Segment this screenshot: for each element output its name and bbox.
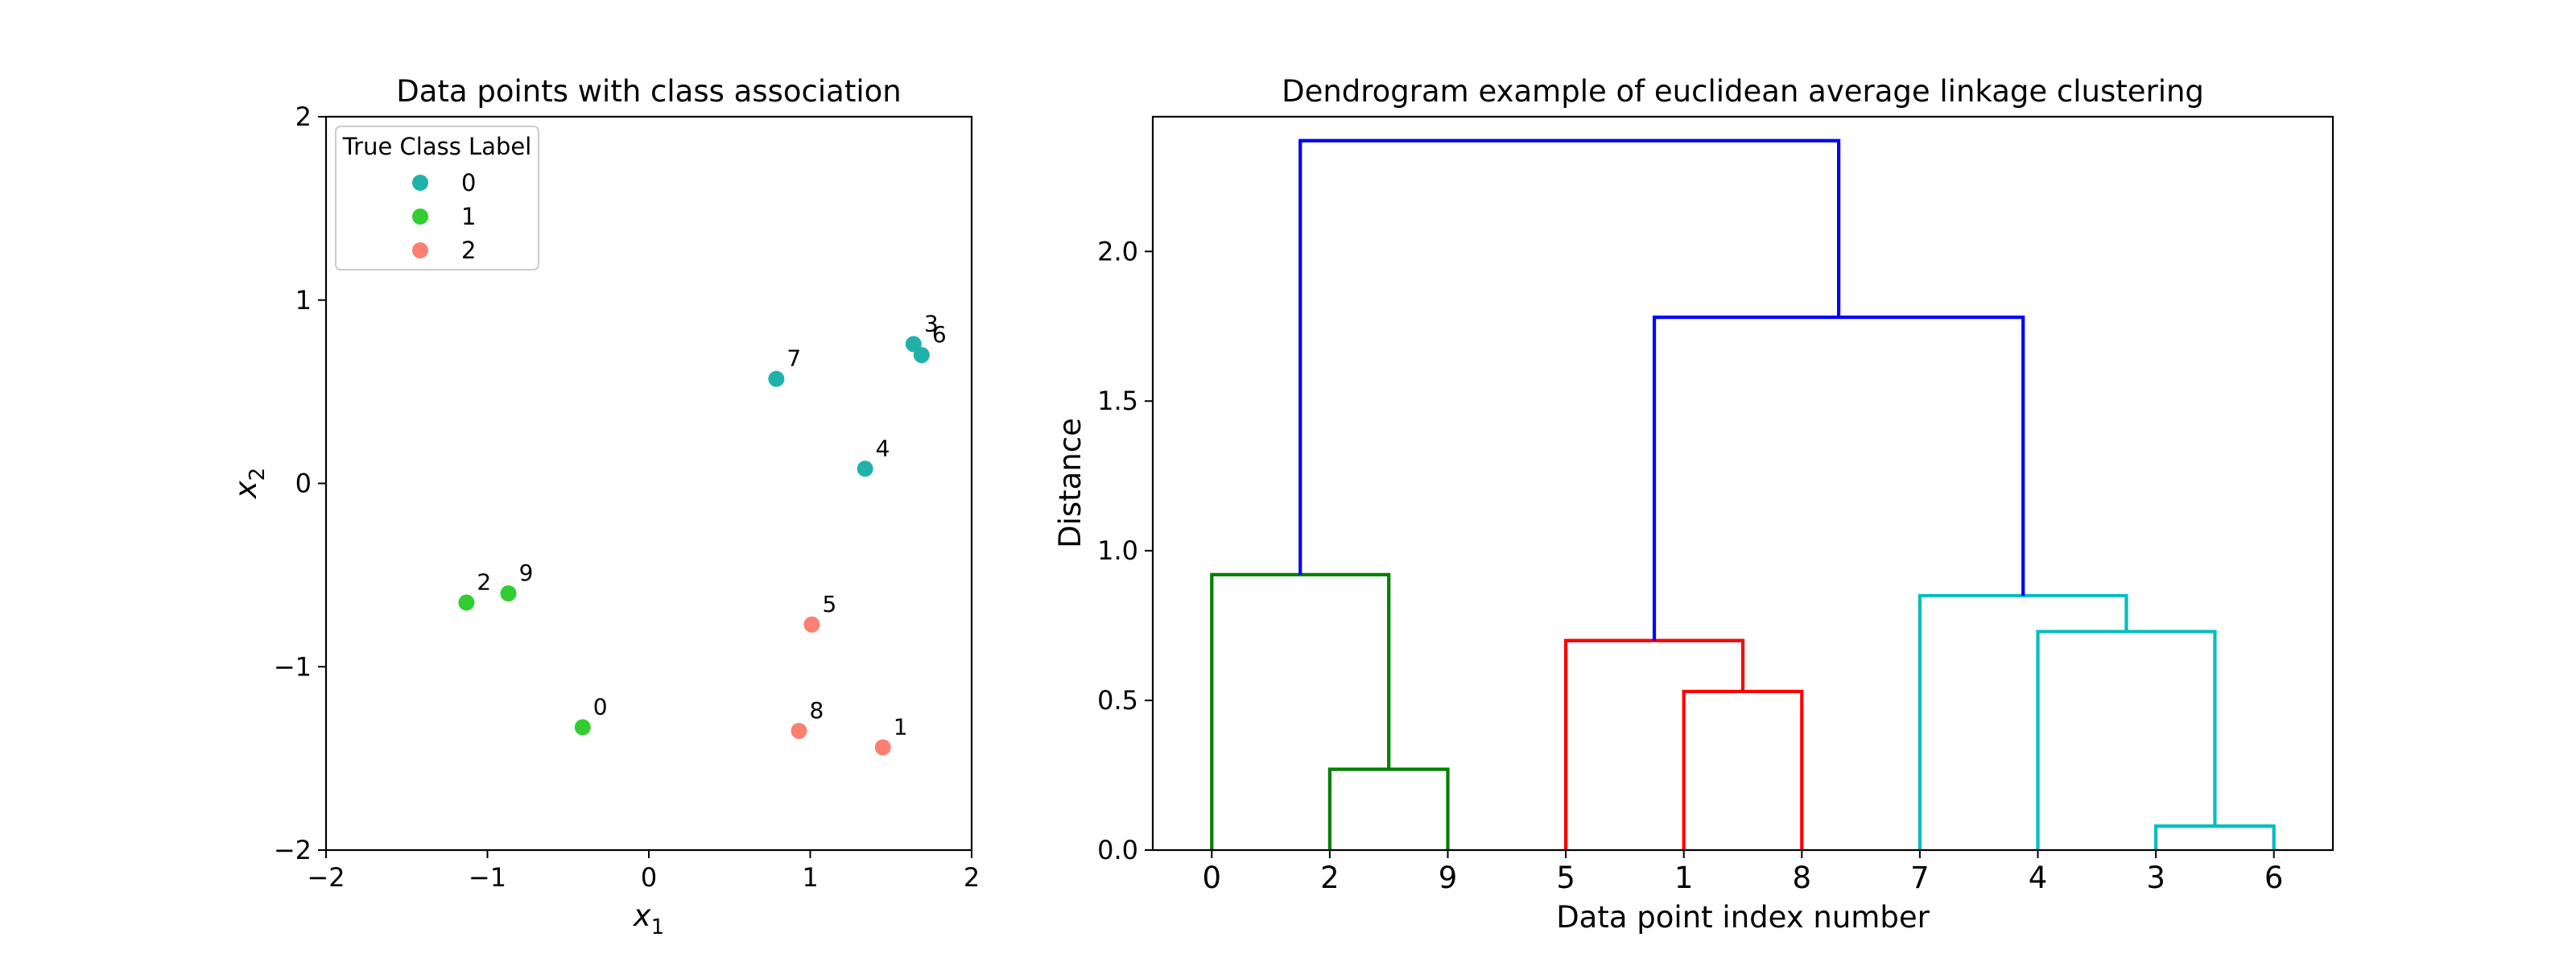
y-tick-label: −2 xyxy=(274,835,312,865)
y-tick-label: −1 xyxy=(274,651,312,682)
dendrogram-link xyxy=(2154,824,2276,850)
scatter-ylabel: x2 xyxy=(229,468,270,499)
y-tick-label: 0.5 xyxy=(1097,685,1138,716)
point-label: 0 xyxy=(593,693,608,720)
leaf-label: 3 xyxy=(2146,861,2165,895)
dendrogram-links xyxy=(1210,138,2276,850)
scatter-point xyxy=(768,370,785,387)
scatter-ticks: −2 −1 0 1 2 −2 −1 0 1 2 xyxy=(274,101,980,893)
scatter-point xyxy=(874,739,891,756)
scatter-point xyxy=(913,347,930,364)
scatter-chart: Data points with class association −2 −1 0… xyxy=(229,74,980,939)
y-tick-label: 0.0 xyxy=(1097,835,1138,865)
point-label: 9 xyxy=(519,559,534,586)
dendrogram-chart: Dendrogram example of euclidean average … xyxy=(1053,74,2334,935)
scatter-axes-frame xyxy=(324,115,973,852)
legend-marker xyxy=(412,242,428,258)
legend-marker xyxy=(412,175,428,191)
y-tick-label: 0 xyxy=(295,469,312,499)
scatter-legend: True Class Label 0 1 2 xyxy=(335,126,539,270)
point-label: 5 xyxy=(823,591,837,617)
leaf-label: 2 xyxy=(1320,861,1340,895)
dendrogram-xlabel: Data point index number xyxy=(1556,900,1930,935)
scatter-point xyxy=(857,460,873,477)
point-label: 4 xyxy=(876,435,890,461)
scatter-point xyxy=(574,719,591,736)
y-tick-label: 1 xyxy=(295,285,312,316)
point-label: 3 xyxy=(924,310,939,336)
leaf-label: 9 xyxy=(1439,861,1458,895)
y-tick-label: 1.5 xyxy=(1097,386,1138,416)
legend-marker xyxy=(412,208,428,225)
dendrogram-link xyxy=(1682,689,1804,850)
legend-label: 2 xyxy=(461,237,476,264)
x-tick-label: 1 xyxy=(802,862,818,893)
scatter-point xyxy=(458,594,475,611)
legend-title: True Class Label xyxy=(342,133,532,160)
x-tick-label: −1 xyxy=(469,862,506,893)
point-label: 8 xyxy=(809,697,824,724)
leaf-label: 0 xyxy=(1203,861,1222,895)
dendrogram-link xyxy=(1652,316,2025,641)
point-label: 2 xyxy=(477,569,491,596)
leaf-label: 8 xyxy=(1793,861,1812,895)
y-tick-label: 2 xyxy=(295,101,312,132)
dendrogram-link xyxy=(1327,767,1450,850)
legend-label: 1 xyxy=(461,203,476,230)
scatter-point xyxy=(905,336,922,353)
dendrogram-link xyxy=(2036,630,2217,850)
point-label: 7 xyxy=(786,345,801,372)
dendrogram-title: Dendrogram example of euclidean average … xyxy=(1282,74,2204,109)
y-tick-label: 1.0 xyxy=(1097,535,1138,566)
scatter-point xyxy=(500,585,517,602)
point-label: 1 xyxy=(894,713,908,740)
leaf-label: 7 xyxy=(1910,861,1930,895)
leaf-label: 4 xyxy=(2029,861,2048,895)
scatter-point xyxy=(791,722,807,739)
y-tick-label: 2.0 xyxy=(1097,236,1138,266)
dendrogram-link xyxy=(1564,638,1745,850)
scatter-point xyxy=(803,616,820,633)
dendrogram-link xyxy=(1210,572,1391,850)
dendrogram-axes-frame xyxy=(1151,115,2334,852)
scatter-points: 0 1 2 3 4 5 6 7 8 9 xyxy=(458,310,947,756)
legend-frame xyxy=(335,126,539,270)
leaf-label: 1 xyxy=(1674,861,1694,895)
dendrogram-link xyxy=(1298,138,1841,575)
x-tick-label: 2 xyxy=(964,862,980,893)
leaf-label: 5 xyxy=(1556,861,1575,895)
x-tick-label: −2 xyxy=(307,862,345,893)
dendrogram-ticks: 0.0 0.5 1.0 1.5 2.0 0 2 9 5 1 8 7 4 3 6 xyxy=(1097,236,2283,895)
dendrogram-link xyxy=(1918,593,2128,850)
point-label: 6 xyxy=(932,321,947,348)
dendrogram-ylabel: Distance xyxy=(1053,418,1088,548)
leaf-label: 6 xyxy=(2264,861,2284,895)
legend-entries: 0 1 2 xyxy=(412,169,476,264)
scatter-xlabel: x1 xyxy=(633,898,664,939)
legend-label: 0 xyxy=(461,169,476,196)
scatter-title: Data points with class association xyxy=(396,74,901,109)
x-tick-label: 0 xyxy=(641,862,657,893)
